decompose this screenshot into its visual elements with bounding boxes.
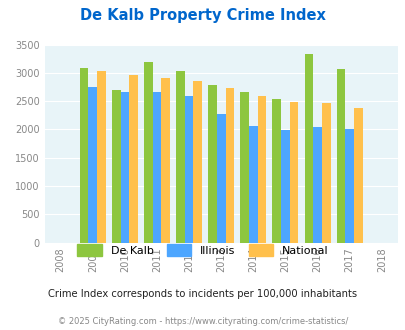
Bar (304, 54, 313, 243)
Bar (193, 81, 202, 243)
Bar (80, 68, 88, 243)
Bar (321, 103, 330, 243)
Bar (281, 130, 289, 243)
Legend: De Kalb, Illinois, National: De Kalb, Illinois, National (72, 240, 333, 260)
Bar (144, 61, 152, 243)
Bar (208, 85, 216, 243)
Bar (336, 69, 345, 243)
Text: © 2025 CityRating.com - https://www.cityrating.com/crime-statistics/: © 2025 CityRating.com - https://www.city… (58, 317, 347, 326)
Bar (161, 78, 170, 243)
Bar (176, 71, 184, 243)
Bar (97, 71, 106, 243)
Text: De Kalb Property Crime Index: De Kalb Property Crime Index (80, 8, 325, 23)
Bar (112, 90, 120, 243)
Bar (248, 126, 257, 243)
Bar (345, 129, 353, 243)
Bar (152, 91, 161, 243)
Bar (353, 108, 362, 243)
Bar (289, 102, 298, 243)
Bar (88, 87, 97, 243)
Bar (120, 91, 129, 243)
Text: Crime Index corresponds to incidents per 100,000 inhabitants: Crime Index corresponds to incidents per… (48, 289, 357, 299)
Bar (129, 75, 138, 243)
Bar (225, 88, 234, 243)
Bar (184, 96, 193, 243)
Bar (257, 96, 266, 243)
Bar (313, 127, 321, 243)
Bar (272, 99, 281, 243)
Bar (240, 92, 248, 243)
Bar (216, 114, 225, 243)
